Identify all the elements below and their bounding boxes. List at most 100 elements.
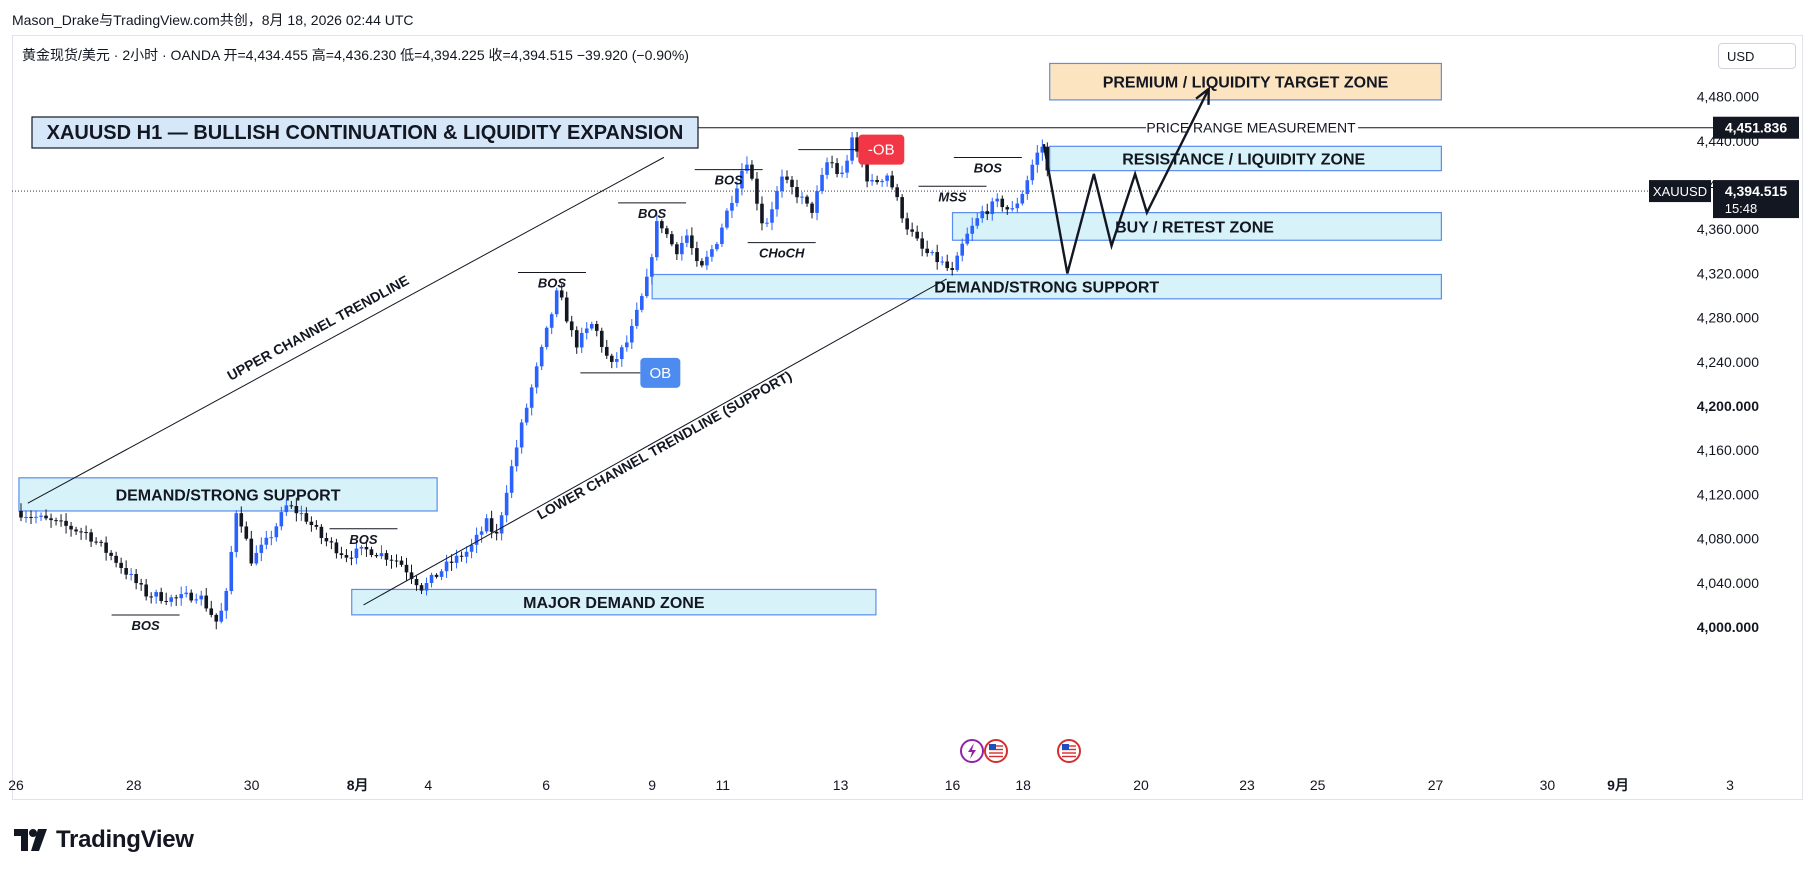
candles	[19, 131, 1050, 630]
candle-body	[950, 268, 955, 271]
candle-body	[449, 561, 454, 563]
candle-body	[154, 592, 158, 597]
y-tick-label: 4,320.000	[1697, 265, 1759, 281]
candle-body	[599, 330, 604, 347]
currency-selector[interactable]: USD	[1718, 43, 1796, 69]
y-tick-label: 4,240.000	[1697, 354, 1759, 370]
candle-body	[74, 529, 78, 532]
candle-body	[995, 198, 1000, 202]
candle-body	[19, 510, 23, 518]
projection-path	[1042, 88, 1210, 274]
candle-body	[624, 342, 629, 348]
structure-label-mss: MSS	[938, 189, 967, 204]
candle-body	[314, 524, 319, 527]
x-tick-label: 20	[1133, 777, 1149, 793]
candle-body	[454, 555, 459, 563]
zone	[351, 588, 877, 616]
candle-body	[800, 196, 804, 198]
candle-body	[369, 549, 374, 556]
candle-body	[474, 534, 479, 545]
candle-body	[399, 560, 404, 565]
candle-body	[870, 179, 874, 182]
x-tick-label: 26	[8, 777, 24, 793]
y-tick-label: 4,080.000	[1697, 531, 1759, 547]
candle-body	[34, 516, 38, 518]
candle-body	[690, 235, 694, 249]
candle-body	[1005, 207, 1010, 210]
candle-body	[965, 233, 970, 244]
candle-body	[1010, 208, 1015, 210]
tradingview-logo-text: TradingView	[56, 826, 194, 853]
x-tick-label: 27	[1428, 777, 1444, 793]
x-tick-label: 11	[716, 777, 731, 793]
candle-body	[139, 583, 143, 585]
candle-body	[159, 592, 163, 601]
candle-body	[64, 520, 68, 526]
candle-body	[705, 256, 709, 266]
y-tick-label: 4,120.000	[1697, 486, 1759, 502]
candle-body	[334, 542, 339, 554]
candle-body	[174, 597, 179, 599]
structure-label-bos: BOS	[715, 173, 744, 188]
candle-body	[134, 573, 138, 584]
candle-body	[374, 555, 379, 557]
candle-body	[700, 261, 704, 266]
candle-body	[740, 170, 744, 189]
candle-body	[755, 178, 759, 204]
candle-body	[579, 332, 584, 348]
candle-body	[274, 526, 279, 538]
candle-body	[144, 584, 148, 597]
candle-body	[574, 330, 579, 348]
candle-body	[189, 592, 194, 601]
structure-label-bos: BOS	[638, 206, 667, 221]
candle-body	[479, 531, 484, 535]
candle-body	[745, 164, 749, 171]
order-block-label: OB	[649, 365, 671, 382]
candle-body	[199, 595, 204, 600]
candle-body	[544, 327, 549, 347]
candle-body	[730, 202, 734, 211]
candle-body	[1020, 193, 1025, 204]
order-block-badge	[858, 134, 905, 165]
order-block-badge	[640, 357, 681, 388]
candle-body	[975, 218, 980, 226]
tradingview-logo[interactable]: TradingView	[14, 826, 194, 854]
candle-body	[304, 513, 309, 522]
candle-body	[244, 526, 249, 539]
structure-label-bos: BOS	[349, 532, 378, 547]
candle-body	[309, 521, 314, 525]
candle-body	[219, 610, 224, 622]
candle-body	[524, 407, 529, 423]
candle-body	[469, 544, 474, 552]
candle-body	[464, 551, 469, 557]
candle-body	[404, 564, 409, 573]
candle-body	[710, 249, 714, 257]
candle-body	[494, 531, 499, 534]
candle-body	[765, 222, 769, 224]
candle-body	[935, 252, 939, 263]
candle-body	[1000, 198, 1005, 208]
candle-body	[635, 309, 639, 326]
candle-body	[509, 466, 514, 493]
candle-body	[359, 546, 364, 549]
candle-body	[614, 359, 619, 362]
candle-body	[519, 422, 524, 448]
symbol-label: XAUUSD	[1653, 184, 1707, 199]
candle-body	[119, 562, 123, 569]
candle-body	[109, 552, 113, 556]
candle-body	[214, 614, 219, 622]
x-tick-label: 30	[244, 777, 260, 793]
candle-body	[905, 218, 909, 230]
x-tick-label: 30	[1540, 777, 1556, 793]
symbol-ohlc-legend[interactable]: 黄金现货/美元 · 2小时 · OANDA 开=4,434.455 高=4,43…	[22, 47, 689, 63]
candle-body	[980, 211, 985, 219]
candle-body	[439, 571, 444, 577]
candle-body	[384, 553, 389, 560]
y-tick-label: 4,040.000	[1697, 575, 1759, 591]
candle-body	[164, 600, 168, 602]
candle-body	[504, 492, 509, 516]
candle-body	[259, 544, 264, 553]
candle-body	[534, 366, 539, 388]
candle-body	[329, 541, 334, 543]
